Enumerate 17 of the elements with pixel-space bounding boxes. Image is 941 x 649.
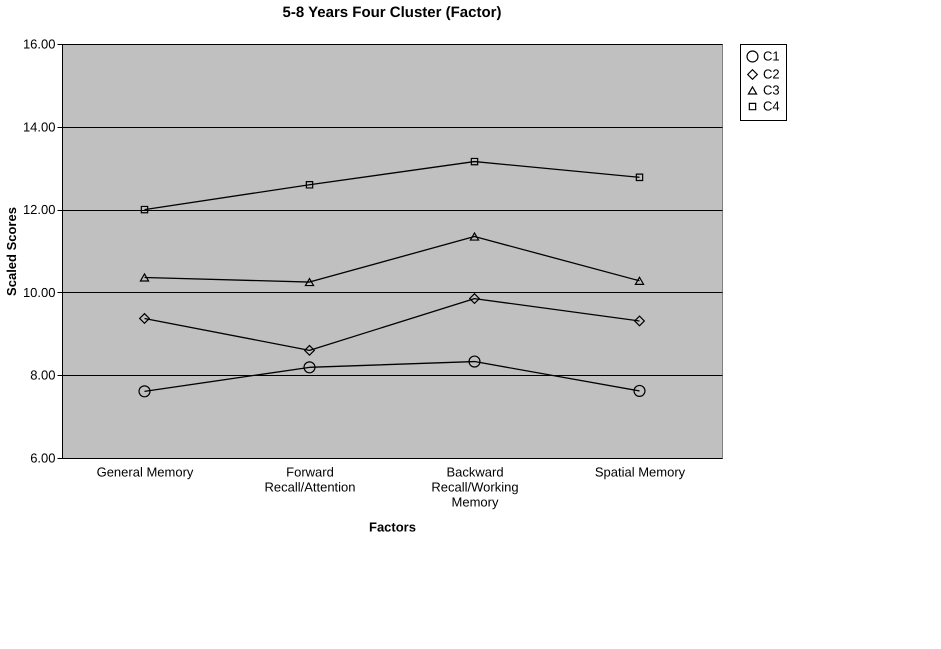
y-tick-label: 10.00 — [22, 284, 56, 300]
legend-label: C2 — [763, 66, 780, 82]
y-tick-label: 6.00 — [30, 450, 56, 466]
x-axis-title: Factors — [369, 520, 416, 534]
y-tick-label: 16.00 — [22, 36, 56, 52]
legend-label: C3 — [763, 82, 780, 98]
x-tick-label: Spatial Memory — [594, 464, 686, 480]
chart-title: 5-8 Years Four Cluster (Factor) — [282, 4, 502, 21]
y-tick-label: 14.00 — [22, 119, 56, 134]
legend-label: C1 — [763, 48, 780, 64]
y-tick-label: 8.00 — [30, 368, 56, 383]
y-axis-title: Scaled Scores — [4, 207, 19, 296]
x-tick-label: Backward Recall/Working Memory — [431, 464, 519, 510]
legend-label: C4 — [763, 98, 780, 114]
x-tick-label: General Memory — [96, 464, 194, 480]
y-tick-label: 12.00 — [22, 202, 56, 218]
x-tick-label: Forward Recall/Attention — [264, 464, 356, 494]
